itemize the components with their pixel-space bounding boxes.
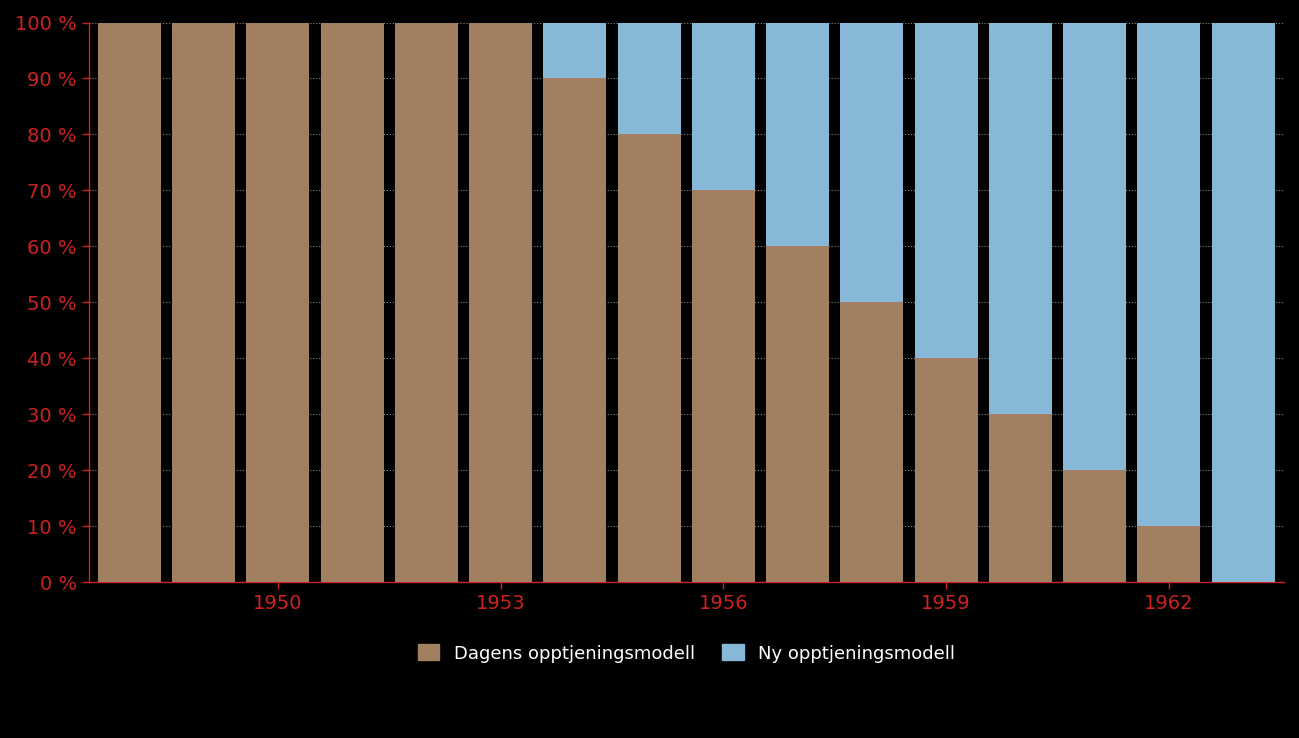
Bar (543, 78, 607, 582)
Bar (469, 22, 533, 582)
Bar (692, 190, 755, 582)
Bar (766, 246, 829, 582)
Bar (914, 358, 978, 582)
Bar (1138, 22, 1200, 526)
Bar (989, 414, 1052, 582)
Bar (617, 22, 681, 134)
Bar (840, 22, 904, 303)
Bar (840, 303, 904, 582)
Bar (989, 22, 1052, 414)
Bar (617, 134, 681, 582)
Bar (1063, 470, 1126, 582)
Bar (914, 22, 978, 358)
Bar (321, 22, 383, 582)
Legend: Dagens opptjeningsmodell, Ny opptjeningsmodell: Dagens opptjeningsmodell, Ny opptjenings… (417, 644, 955, 663)
Bar (247, 22, 309, 582)
Bar (395, 22, 459, 582)
Bar (766, 22, 829, 246)
Bar (543, 22, 607, 78)
Bar (692, 22, 755, 190)
Bar (97, 22, 161, 582)
Bar (171, 22, 235, 582)
Bar (1212, 22, 1274, 582)
Bar (1063, 22, 1126, 470)
Bar (1138, 526, 1200, 582)
